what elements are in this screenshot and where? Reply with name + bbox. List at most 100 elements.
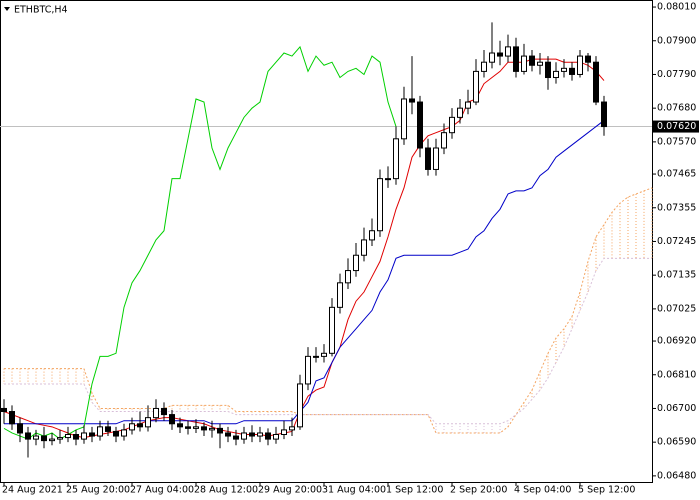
x-tick-label: 27 Aug 04:00 bbox=[130, 485, 194, 496]
candle-body bbox=[57, 437, 63, 440]
candle-body bbox=[489, 52, 495, 63]
x-tick-label: 2 Sep 20:00 bbox=[450, 485, 507, 496]
symbol-menu[interactable] bbox=[4, 7, 10, 11]
candle-body bbox=[481, 61, 487, 72]
candle-body bbox=[225, 432, 231, 437]
y-tick-label: 0.07245 bbox=[657, 236, 696, 247]
candle-body bbox=[585, 55, 591, 63]
candle-body bbox=[137, 423, 143, 428]
x-tick-label: 28 Aug 12:00 bbox=[194, 485, 258, 496]
candle-body bbox=[593, 61, 599, 103]
y-tick-label: 0.07355 bbox=[657, 202, 696, 213]
candle-body bbox=[337, 282, 343, 308]
cloud-span bbox=[4, 187, 653, 434]
candle-body bbox=[209, 427, 215, 431]
candle-body bbox=[545, 61, 551, 79]
candle-body bbox=[537, 61, 543, 66]
candle-body bbox=[9, 411, 15, 425]
candle-body bbox=[513, 46, 519, 72]
candle-body bbox=[25, 432, 31, 440]
candle-body bbox=[553, 70, 559, 79]
candle-body bbox=[177, 423, 183, 428]
candle-body bbox=[105, 426, 111, 432]
y-tick-label: 0.07025 bbox=[657, 303, 696, 314]
candle-body bbox=[601, 101, 607, 128]
candle-body bbox=[465, 101, 471, 109]
candle-body bbox=[305, 355, 311, 385]
candle-body bbox=[217, 427, 223, 434]
candle-body bbox=[393, 138, 399, 180]
cloud-span bbox=[4, 257, 652, 425]
y-tick-label: 0.07900 bbox=[657, 35, 696, 46]
candle-body bbox=[233, 435, 239, 440]
y-tick-label: 0.06700 bbox=[657, 403, 696, 414]
candle-body bbox=[385, 178, 391, 181]
candle-body bbox=[377, 178, 383, 232]
candle-body bbox=[169, 414, 175, 425]
candle-body bbox=[313, 355, 319, 358]
candle-body bbox=[113, 430, 119, 437]
candle-body bbox=[33, 435, 39, 440]
x-tick-label: 25 Aug 20:00 bbox=[66, 485, 130, 496]
candle-body bbox=[473, 70, 479, 103]
candle-body bbox=[497, 52, 503, 57]
x-tick-label: 29 Aug 20:00 bbox=[258, 485, 322, 496]
indicator-line bbox=[3, 45, 397, 440]
candle-body bbox=[529, 55, 535, 66]
candle-body bbox=[417, 101, 423, 149]
y-tick-label: 0.07790 bbox=[657, 69, 696, 80]
candle-body bbox=[257, 432, 263, 437]
x-tick-label: 1 Sep 12:00 bbox=[386, 485, 443, 496]
candle-body bbox=[569, 67, 575, 75]
candle-body bbox=[273, 434, 279, 440]
y-tick-label: 0.07570 bbox=[657, 136, 696, 147]
indicator-line bbox=[4, 120, 605, 425]
candle-body bbox=[89, 432, 95, 437]
candle-body bbox=[433, 147, 439, 170]
candle-body bbox=[521, 55, 527, 72]
candle-body bbox=[201, 426, 207, 431]
candle-body bbox=[449, 116, 455, 134]
candle-body bbox=[73, 434, 79, 440]
y-tick-label: 0.06480 bbox=[657, 470, 696, 481]
candle-body bbox=[409, 98, 415, 103]
candle-body bbox=[153, 407, 159, 419]
candle-body bbox=[457, 107, 463, 118]
candle-body bbox=[577, 55, 583, 75]
candle-body bbox=[297, 383, 303, 428]
candle-body bbox=[265, 432, 271, 440]
candle-body bbox=[505, 46, 511, 57]
candle-body bbox=[41, 435, 47, 442]
x-tick-label: 4 Sep 04:00 bbox=[514, 485, 571, 496]
candle-body bbox=[361, 239, 367, 256]
candle-body bbox=[249, 432, 255, 437]
candle-body bbox=[561, 67, 567, 72]
candle-body bbox=[185, 426, 191, 429]
candle-body bbox=[289, 426, 295, 431]
candle-body bbox=[353, 254, 359, 272]
candle-body bbox=[129, 423, 135, 431]
current-price-box bbox=[653, 120, 699, 133]
current-price-label: 0.07620 bbox=[657, 121, 696, 132]
y-tick-label: 0.08010 bbox=[657, 2, 696, 13]
candle-body bbox=[1, 407, 7, 413]
candle-body bbox=[329, 306, 335, 354]
candle-body bbox=[65, 434, 71, 439]
y-tick-label: 0.06810 bbox=[657, 369, 696, 380]
candle-body bbox=[345, 270, 351, 284]
candle-body bbox=[97, 426, 103, 437]
candle-body bbox=[425, 147, 431, 170]
candle-body bbox=[161, 407, 167, 416]
y-tick-label: 0.07465 bbox=[657, 169, 696, 180]
y-tick-label: 0.06590 bbox=[657, 437, 696, 448]
candle-body bbox=[401, 98, 407, 140]
candle-body bbox=[17, 423, 23, 434]
candle-body bbox=[81, 432, 87, 440]
y-tick-label: 0.07680 bbox=[657, 103, 696, 114]
candle-body bbox=[241, 432, 247, 440]
x-tick-label: 24 Aug 2021 bbox=[2, 485, 63, 496]
indicator-line bbox=[3, 58, 605, 439]
x-tick-label: 31 Aug 04:00 bbox=[322, 485, 386, 496]
candle-body bbox=[121, 429, 127, 437]
